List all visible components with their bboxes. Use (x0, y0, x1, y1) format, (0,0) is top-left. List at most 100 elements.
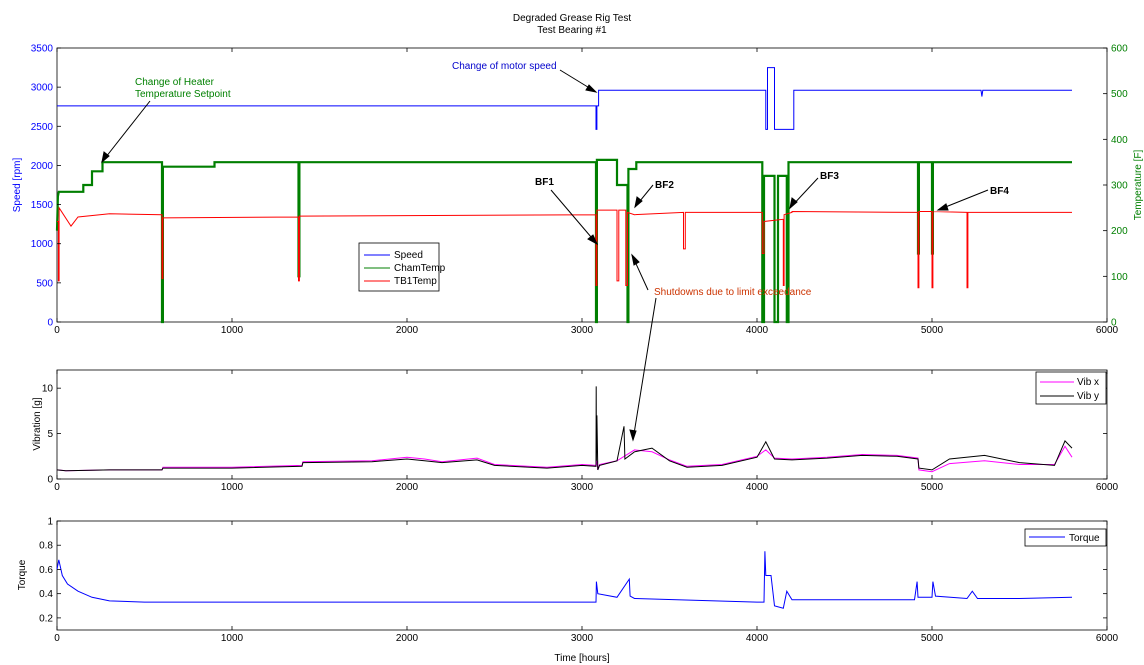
legend-tb1temp-label: TB1Temp (394, 276, 437, 287)
annotation-heater-line2: Temperature Setpoint (135, 89, 231, 100)
ytick-label: 2000 (31, 161, 54, 172)
xtick-label: 2000 (396, 482, 419, 493)
arrow-heater (101, 100, 151, 163)
series-torque (56, 551, 1073, 609)
ytick-label-right: 0 (1111, 318, 1117, 329)
xtick-label: 6000 (1096, 633, 1119, 644)
xtick-label: 5000 (921, 325, 944, 336)
annotation-bf4: BF4 (990, 186, 1009, 197)
panel2-plot-area (56, 369, 1108, 480)
panel1-xticks: 0 1000 2000 3000 4000 5000 6000 (54, 48, 1119, 336)
series-speed (57, 67, 1072, 130)
arrow-bf3-head (789, 197, 798, 210)
arrow-shutdown-2 (632, 297, 657, 441)
ytick-label: 1500 (31, 200, 54, 211)
ytick-label: 3000 (31, 83, 54, 94)
annotation-shutdowns: Shutdowns due to limit exceedance (654, 287, 812, 298)
panel3-ylabel: Torque (17, 559, 28, 590)
xtick-label: 3000 (571, 325, 594, 336)
figure-title-line1: Degraded Grease Rig Test (513, 13, 631, 24)
ytick-label: 3500 (31, 44, 54, 55)
xtick-label: 6000 (1096, 325, 1119, 336)
x-axis-label: Time [hours] (554, 653, 609, 664)
figure-title-line2: Test Bearing #1 (537, 25, 607, 36)
arrow-bf1 (550, 189, 598, 245)
xtick-label: 2000 (396, 325, 419, 336)
legend-vibx-label: Vib x (1077, 377, 1099, 388)
legend-chamtemp-label: ChamTemp (394, 263, 446, 274)
arrow-bf4-head (936, 203, 949, 211)
panel-torque: 0 1000 2000 3000 4000 5000 6000 0.20.40.60.81 … (17, 517, 1119, 645)
arrow-heater-head (101, 151, 110, 164)
panel1-legend-box (358, 242, 440, 292)
panel3-legend: Torque (1024, 528, 1107, 547)
panel2-legend-box (1035, 371, 1107, 405)
panel1-yticks-left: 0 500 1000 1500 2000 2500 3000 3500 (31, 44, 61, 329)
arrow-bf1-head (587, 234, 599, 246)
panel2-ylabel: Vibration [g] (32, 397, 43, 450)
panel1-legend: Speed ChamTemp TB1Temp (358, 242, 446, 292)
panel2-series (56, 386, 1073, 473)
xtick-label: 2000 (396, 633, 419, 644)
xtick-label: 3000 (571, 633, 594, 644)
xtick-label: 5000 (921, 482, 944, 493)
panel-speed-temperature: 0 1000 2000 3000 4000 5000 6000 05001000150020… (12, 44, 1144, 337)
ytick-label-right: 200 (1111, 226, 1128, 237)
ytick-label-right: 300 (1111, 181, 1128, 192)
xtick-label: 4000 (746, 482, 769, 493)
xtick-label: 0 (54, 325, 60, 336)
panel-vibration: 0 1000 2000 3000 4000 5000 6000 0 5 10 Vibration… (32, 369, 1119, 493)
panel1-ylabel-right: Temperature [F] (1133, 149, 1144, 220)
annotation-motor-speed: Change of motor speed (452, 61, 557, 72)
panel1-annotations: Change of Heater Temperature Setpoint Ch… (135, 61, 1009, 298)
panel2-legend: Vib x Vib y (1035, 371, 1107, 405)
ytick-label: 0 (47, 475, 53, 486)
ytick-label: 10 (42, 384, 54, 395)
ytick-label: 5 (47, 429, 53, 440)
panel3-xticks: 0 1000 2000 3000 4000 5000 6000 (54, 521, 1119, 644)
annotation-arrows (101, 69, 989, 442)
ytick-label: 0.6 (39, 565, 53, 576)
xtick-label: 5000 (921, 633, 944, 644)
ytick-label-right: 400 (1111, 135, 1128, 146)
ytick-label-right: 600 (1111, 44, 1128, 55)
panel3-series (56, 551, 1073, 609)
series-tb1temp (57, 206, 1072, 289)
panel2-xticks: 0 1000 2000 3000 4000 5000 6000 (54, 370, 1119, 493)
ytick-label: 0.8 (39, 541, 53, 552)
ytick-label: 500 (36, 278, 53, 289)
xtick-label: 6000 (1096, 482, 1119, 493)
xtick-label: 0 (54, 482, 60, 493)
xtick-label: 4000 (746, 633, 769, 644)
panel3-plot-area (56, 520, 1108, 631)
legend-torque-label: Torque (1069, 533, 1100, 544)
panel1-series (55, 67, 1072, 324)
ytick-label: 0 (47, 318, 53, 329)
legend-speed-label: Speed (394, 250, 423, 261)
arrow-shutdown-1-head (631, 253, 640, 266)
panel1-ylabel-left: Speed [rpm] (12, 158, 23, 213)
xtick-label: 1000 (221, 325, 244, 336)
arrow-shutdown-2-head (629, 429, 637, 442)
xtick-label: 4000 (746, 325, 769, 336)
xtick-label: 3000 (571, 482, 594, 493)
xtick-label: 0 (54, 633, 60, 644)
ytick-label: 0.4 (39, 589, 53, 600)
annotation-bf2: BF2 (655, 180, 674, 191)
series-vib-y (56, 386, 1073, 472)
xtick-label: 1000 (221, 482, 244, 493)
ytick-label-right: 500 (1111, 89, 1128, 100)
arrow-motor-head (585, 84, 598, 93)
ytick-label-right: 100 (1111, 272, 1128, 283)
arrow-bf2-head (634, 196, 643, 209)
legend-viby-label: Vib y (1077, 391, 1099, 402)
annotation-bf1: BF1 (535, 177, 554, 188)
ytick-label: 0.2 (39, 613, 53, 624)
panel3-legend-box (1024, 528, 1107, 547)
xtick-label: 1000 (221, 633, 244, 644)
ytick-label: 1 (47, 517, 53, 528)
ytick-label: 2500 (31, 122, 54, 133)
ytick-label: 1000 (31, 239, 54, 250)
panel1-yticks-right: 0 100 200 300 400 500 600 (1103, 44, 1128, 329)
